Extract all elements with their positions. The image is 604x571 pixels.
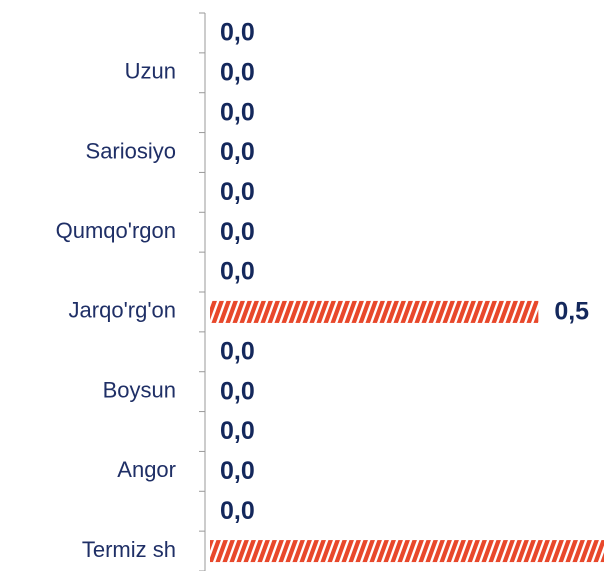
value-label: 0,0: [220, 497, 255, 525]
category-label: Boysun: [103, 377, 176, 402]
bar: [210, 540, 604, 563]
value-label: 0,0: [220, 377, 255, 405]
value-label: 0,0: [220, 457, 255, 485]
value-label: 0,0: [220, 98, 255, 126]
value-label: 0,0: [220, 258, 255, 286]
value-label: 0,5: [554, 298, 589, 326]
bar: [210, 300, 539, 323]
value-label: 0,0: [220, 337, 255, 365]
category-label: Jarqo'rg'on: [69, 298, 176, 323]
value-label: 0,0: [220, 58, 255, 86]
category-label: Termiz sh: [82, 537, 176, 562]
category-label: Qumqo'rgon: [56, 218, 176, 243]
category-label: Sariosiyo: [86, 138, 176, 163]
value-label: 0,0: [220, 218, 255, 246]
value-label: 0,0: [220, 138, 255, 166]
category-label: Uzun: [125, 59, 176, 84]
value-label: 0,0: [220, 178, 255, 206]
value-label: 0,0: [220, 19, 255, 47]
value-label: 0,0: [220, 417, 255, 445]
category-label: Angor: [117, 457, 176, 482]
